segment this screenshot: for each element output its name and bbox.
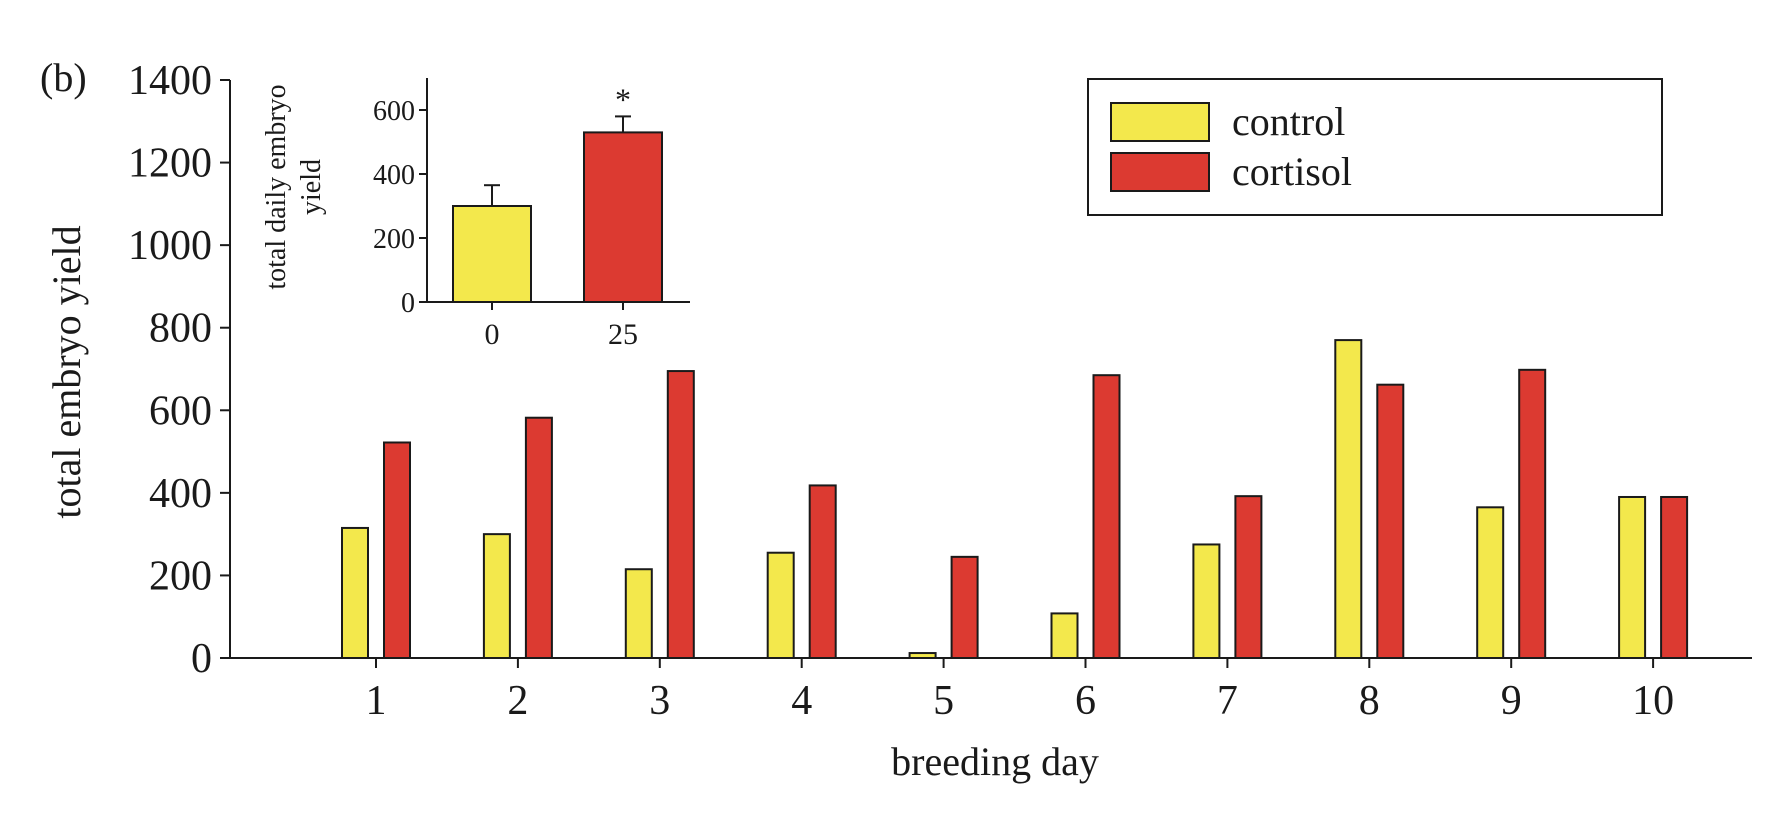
inset-y-tick-label: 600 bbox=[373, 96, 415, 127]
bar-cortisol-day-5 bbox=[950, 555, 979, 659]
bar-cortisol-day-2 bbox=[524, 416, 553, 659]
main-x-tick-label: 10 bbox=[1632, 678, 1674, 724]
main-y-tick-label: 200 bbox=[149, 553, 212, 599]
main-y-tick-label: 400 bbox=[149, 471, 212, 517]
inset-x-tick-label: 25 bbox=[608, 318, 638, 351]
main-x-tick-label: 5 bbox=[933, 678, 954, 724]
inset-y-axis: 0 200 400 600 bbox=[373, 78, 428, 319]
bar-cortisol-day-6 bbox=[1092, 374, 1121, 659]
panel-label: (b) bbox=[40, 55, 87, 100]
inset-bar-25 bbox=[583, 131, 663, 303]
inset-y-axis-label-line2: yield bbox=[296, 159, 327, 215]
main-x-tick-label: 4 bbox=[791, 678, 812, 724]
bar-control-day-8 bbox=[1334, 339, 1363, 659]
main-x-tick-label: 3 bbox=[649, 678, 670, 724]
bar-cortisol-day-9 bbox=[1518, 368, 1547, 659]
bar-cortisol-day-10 bbox=[1660, 495, 1689, 659]
inset-chart: * 0 200 400 600 0 25 total daily embryo yiel… bbox=[261, 78, 690, 351]
legend-swatch-cortisol bbox=[1110, 152, 1210, 192]
legend: control cortisol bbox=[1087, 78, 1663, 216]
inset-y-tick-label: 200 bbox=[373, 224, 415, 255]
bar-control-day-2 bbox=[482, 533, 511, 660]
main-y-tick-label: 1000 bbox=[128, 223, 212, 269]
inset-x-tick-label: 0 bbox=[485, 318, 500, 351]
main-x-tick-label: 8 bbox=[1359, 678, 1380, 724]
inset-bars: * bbox=[452, 81, 663, 303]
inset-bar-0 bbox=[452, 205, 532, 303]
main-x-tick-label: 2 bbox=[507, 678, 528, 724]
main-y-tick-label: 1200 bbox=[128, 141, 212, 187]
legend-label-cortisol: cortisol bbox=[1232, 149, 1352, 194]
main-bars bbox=[341, 339, 1689, 660]
main-x-axis: 1 2 3 4 5 6 7 8 9 10 bbox=[230, 657, 1752, 724]
legend-swatch-control bbox=[1110, 102, 1210, 142]
inset-significance-marker: * bbox=[615, 81, 631, 117]
bar-cortisol-day-7 bbox=[1234, 495, 1263, 659]
main-y-tick-label: 600 bbox=[149, 388, 212, 434]
inset-y-tick-label: 0 bbox=[401, 288, 415, 319]
bar-control-day-10 bbox=[1618, 495, 1647, 659]
main-y-tick-label: 0 bbox=[191, 636, 212, 682]
main-y-axis-label: total embryo yield bbox=[44, 225, 89, 518]
bar-control-day-7 bbox=[1192, 543, 1221, 660]
inset-x-axis: 0 25 bbox=[427, 301, 690, 351]
bar-control-day-6 bbox=[1050, 612, 1079, 660]
inset-y-axis-label-line1: total daily embryo bbox=[261, 84, 292, 289]
main-x-tick-label: 6 bbox=[1075, 678, 1096, 724]
bar-cortisol-day-4 bbox=[808, 484, 837, 659]
main-y-tick-label: 800 bbox=[149, 306, 212, 352]
legend-box bbox=[1087, 78, 1663, 216]
main-x-tick-label: 7 bbox=[1217, 678, 1238, 724]
main-x-tick-label: 1 bbox=[366, 678, 387, 724]
bar-control-day-1 bbox=[341, 526, 369, 660]
inset-y-tick-label: 400 bbox=[373, 160, 415, 191]
bar-control-day-4 bbox=[766, 551, 795, 660]
main-y-tick-label: 1400 bbox=[128, 58, 212, 104]
bar-cortisol-day-1 bbox=[383, 441, 411, 660]
bar-control-day-3 bbox=[624, 568, 653, 659]
legend-label-control: control bbox=[1232, 99, 1345, 144]
main-y-axis: 0 200 400 600 800 1000 1200 1400 bbox=[128, 58, 231, 682]
main-x-tick-label: 9 bbox=[1501, 678, 1522, 724]
bar-cortisol-day-8 bbox=[1376, 383, 1405, 659]
main-chart: 0 200 400 600 800 1000 1200 1400 1 2 3 4 5 6 7 8 9 10 to… bbox=[44, 58, 1752, 784]
bar-control-day-9 bbox=[1476, 506, 1505, 659]
main-x-axis-label: breeding day bbox=[891, 739, 1099, 784]
bar-cortisol-day-3 bbox=[666, 370, 695, 659]
